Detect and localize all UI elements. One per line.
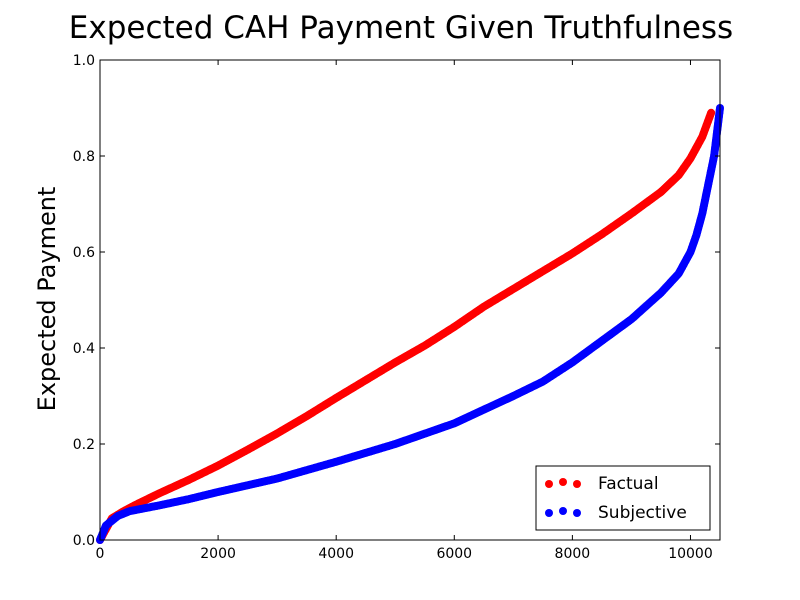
x-tick-label: 4000 [318,546,354,562]
y-tick-label: 0.6 [73,245,95,261]
y-tick-label: 0.0 [73,533,95,549]
legend-marker-subjective [545,507,581,517]
legend-box [535,465,711,531]
legend-label-subjective: Subjective [598,503,687,523]
x-tick-label: 0 [96,546,105,562]
series-subjective [96,104,724,544]
axis-ticks: 0 2000 4000 6000 8000 10000 0.0 0.2 0.4 0.6 0.8 1.0 [73,53,720,562]
legend-marker-dot [545,480,553,488]
x-tick-label: 8000 [555,546,591,562]
y-axis-label: Expected Payment [33,187,61,412]
x-tick-label: 2000 [200,546,236,562]
x-tick-label: 6000 [436,546,472,562]
legend-marker-dot [545,509,553,517]
legend-marker-factual [545,478,581,488]
legend-marker-dot [559,478,567,486]
plot-frame [99,59,721,541]
y-tick-label: 0.2 [73,437,95,453]
plot-area [96,104,724,544]
y-tick-label: 0.8 [73,149,95,165]
legend: Factual Subjective [535,465,711,531]
y-tick-label: 0.4 [73,341,95,357]
y-tick-label: 1.0 [73,53,95,69]
legend-marker-dot [573,509,581,517]
legend-label-factual: Factual [598,474,659,494]
series-factual-point [707,108,716,117]
legend-marker-dot [573,480,581,488]
chart-title: Expected CAH Payment Given Truthfulness [69,10,733,46]
legend-marker-dot [559,507,567,515]
x-tick-label: 10000 [668,546,713,562]
